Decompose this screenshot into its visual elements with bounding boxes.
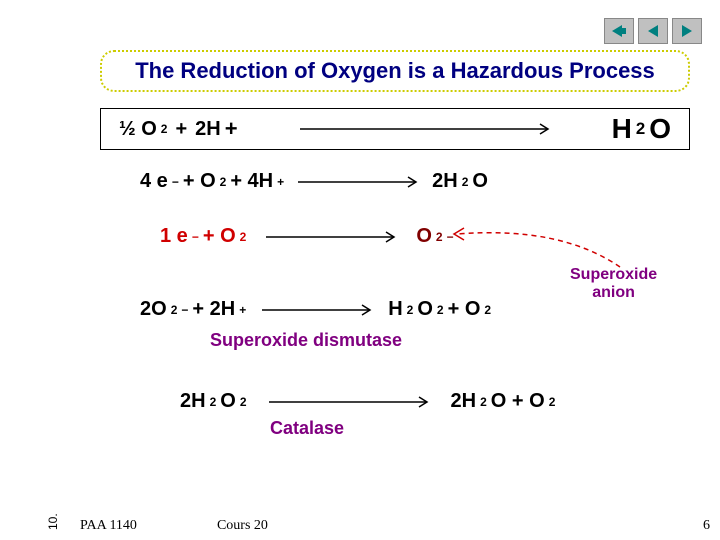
slide: MÉTABOLISME 10. The Reduction of Oxy	[0, 0, 720, 540]
equation-3: 1 e− + O2 O2−	[160, 225, 454, 248]
equation-1: ½ O2 + 2H+ H2O	[100, 108, 690, 150]
nav-next-button[interactable]	[672, 18, 702, 44]
footer-center: Cours 20	[217, 518, 703, 534]
eq2-rhs: 2H2O	[432, 170, 488, 193]
diagram-title: The Reduction of Oxygen is a Hazardous P…	[100, 50, 690, 92]
reaction-arrow	[266, 230, 396, 244]
reaction-arrow	[262, 303, 372, 317]
eq4-rhs: H2O2 + O2	[388, 298, 491, 321]
eq5-rhs: 2H2O + O2	[451, 390, 556, 413]
reaction-arrow	[300, 121, 550, 137]
footer-left: PAA 1140	[80, 518, 137, 534]
nav-bar	[604, 18, 702, 44]
superoxide-pointer	[450, 222, 630, 272]
equation-5: 2H2O2 2H2O + O2	[180, 390, 555, 413]
eq1-rhs: H2O	[612, 113, 671, 145]
next-icon	[680, 24, 694, 38]
nav-prev-button[interactable]	[638, 18, 668, 44]
sidebar-number: 10.	[46, 513, 60, 530]
sod-label: Superoxide dismutase	[210, 330, 402, 351]
reaction-arrow	[269, 395, 429, 409]
equation-4: 2O2− + 2H+ H2O2 + O2	[140, 298, 491, 321]
eq5-lhs: 2H2O2	[180, 390, 247, 413]
nav-back-button[interactable]	[604, 18, 634, 44]
superoxide-anion-label: Superoxide anion	[570, 266, 657, 301]
eq4-lhs: 2O2− + 2H+	[140, 298, 246, 321]
eq3-rhs: O2−	[416, 225, 453, 248]
prev-icon	[646, 24, 660, 38]
footer-page-number: 6	[703, 518, 710, 534]
eq1-lhs: ½ O2 + 2H+	[119, 116, 238, 142]
equation-1-box: ½ O2 + 2H+ H2O	[100, 108, 690, 150]
catalase-label: Catalase	[270, 418, 344, 439]
eq2-lhs: 4 e− + O2 + 4H+	[140, 170, 284, 193]
equation-2: 4 e− + O2 + 4H+ 2H2O	[140, 170, 488, 193]
eq3-lhs: 1 e− + O2	[160, 225, 246, 248]
content-area: The Reduction of Oxygen is a Hazardous P…	[80, 10, 710, 510]
footer: PAA 1140 Cours 20 6	[80, 518, 710, 534]
back-icon	[610, 24, 628, 38]
reaction-arrow	[298, 175, 418, 189]
